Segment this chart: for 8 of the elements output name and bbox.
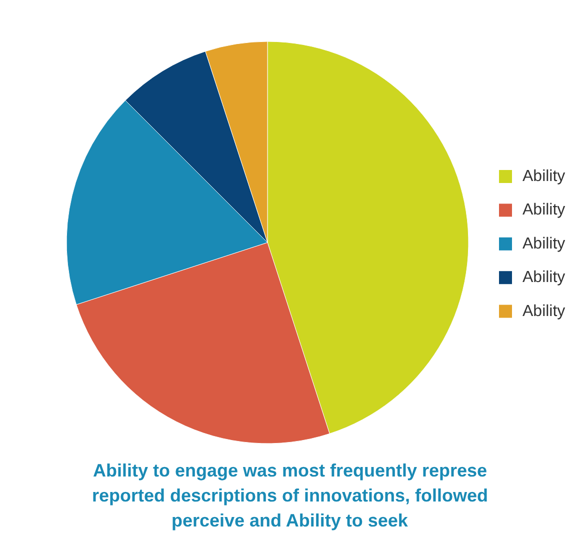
text: perceive and Ability to seek <box>171 510 409 530</box>
text: Ability to engage was most frequently represe <box>92 460 488 480</box>
legend-label: Ability <box>522 302 566 320</box>
legend-label: Ability <box>522 235 566 252</box>
legend-label: Ability <box>522 269 566 286</box>
legend-label: Ability <box>522 202 566 219</box>
text: reported descriptions of innovations, followed <box>92 486 488 506</box>
legend-label: Ability <box>522 168 566 185</box>
